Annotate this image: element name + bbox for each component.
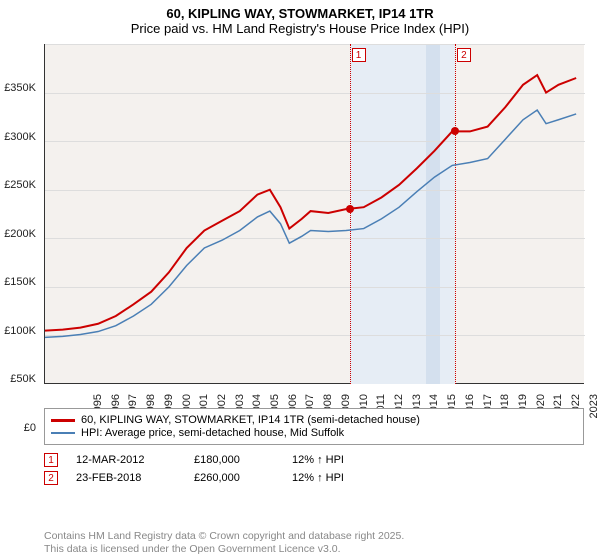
ytick-label: £0 (0, 422, 36, 434)
sale-hpi: 12% ↑ HPI (292, 472, 392, 484)
ytick-label: £350K (0, 82, 36, 94)
price-dot (346, 205, 354, 213)
sale-date: 12-MAR-2012 (76, 454, 176, 466)
series-price_paid (45, 75, 576, 330)
sale-hpi: 12% ↑ HPI (292, 454, 392, 466)
ytick-label: £150K (0, 276, 36, 288)
line-series (45, 44, 585, 384)
sale-price: £260,000 (194, 472, 274, 484)
legend-box: 60, KIPLING WAY, STOWMARKET, IP14 1TR (s… (44, 408, 584, 445)
chart-area: 12 £0£50K£100K£150K£200K£250K£300K£350K … (44, 44, 584, 384)
sale-number: 1 (44, 453, 58, 467)
legend-row-2: HPI: Average price, semi-detached house,… (51, 427, 577, 439)
title-block: 60, KIPLING WAY, STOWMARKET, IP14 1TR Pr… (0, 0, 600, 38)
title-line2: Price paid vs. HM Land Registry's House … (0, 21, 600, 36)
sale-price: £180,000 (194, 454, 274, 466)
footer-line2: This data is licensed under the Open Gov… (44, 543, 404, 556)
legend-swatch-red (51, 419, 75, 422)
legend-label-2: HPI: Average price, semi-detached house,… (81, 427, 344, 439)
marker-box: 2 (457, 48, 471, 62)
sale-number: 2 (44, 471, 58, 485)
series-hpi (45, 110, 576, 337)
sale-row: 2 23-FEB-2018 £260,000 12% ↑ HPI (44, 469, 584, 487)
plot-background: 12 (44, 44, 584, 384)
legend-row-1: 60, KIPLING WAY, STOWMARKET, IP14 1TR (s… (51, 414, 577, 426)
ytick-label: £100K (0, 325, 36, 337)
xtick-label: 2023 (588, 394, 600, 434)
title-line1: 60, KIPLING WAY, STOWMARKET, IP14 1TR (0, 6, 600, 21)
ytick-label: £200K (0, 228, 36, 240)
ytick-label: £50K (0, 373, 36, 385)
sale-row: 1 12-MAR-2012 £180,000 12% ↑ HPI (44, 451, 584, 469)
sales-table: 1 12-MAR-2012 £180,000 12% ↑ HPI 2 23-FEB-201… (44, 451, 584, 487)
legend-and-sales: 60, KIPLING WAY, STOWMARKET, IP14 1TR (s… (44, 408, 584, 487)
price-dot (451, 127, 459, 135)
footer: Contains HM Land Registry data © Crown c… (44, 530, 404, 556)
chart-container: 60, KIPLING WAY, STOWMARKET, IP14 1TR Pr… (0, 0, 600, 560)
ytick-label: £250K (0, 179, 36, 191)
ytick-label: £300K (0, 131, 36, 143)
legend-label-1: 60, KIPLING WAY, STOWMARKET, IP14 1TR (s… (81, 414, 420, 426)
sale-date: 23-FEB-2018 (76, 472, 176, 484)
footer-line1: Contains HM Land Registry data © Crown c… (44, 530, 404, 543)
marker-box: 1 (352, 48, 366, 62)
legend-swatch-blue (51, 432, 75, 434)
